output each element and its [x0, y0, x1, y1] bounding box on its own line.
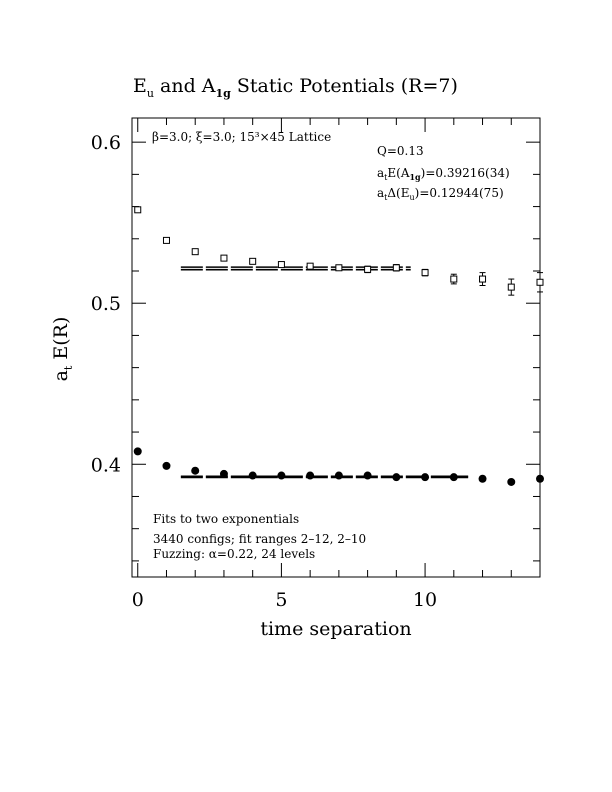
title-part-2-sub: 1g	[216, 87, 232, 100]
fits-annotation-line-2: 3440 configs; fit ranges 2–12, 2–10	[153, 532, 366, 546]
data-point-square	[392, 264, 400, 272]
data-point-square	[306, 262, 314, 270]
data-point-square	[249, 257, 257, 265]
x-tick-label: 10	[413, 589, 437, 611]
data-point-circle	[536, 474, 544, 483]
title-part-1-sub: u	[147, 87, 154, 100]
y-axis-label: at E(R)	[50, 317, 75, 382]
data-point-circle	[449, 473, 458, 482]
ea1g-value: )=0.39216(34)	[421, 166, 510, 180]
y-tick-label: 0.5	[91, 293, 121, 315]
data-point-circle	[334, 471, 343, 480]
data-point-square	[191, 248, 199, 256]
ea1g-sub2: 1g	[409, 172, 421, 182]
data-point-square	[134, 206, 142, 214]
lattice-annotation: β=3.0; ξ=3.0; 15³×45 Lattice	[152, 130, 331, 144]
data-points	[133, 206, 544, 486]
y-axis-label-sub: t	[62, 365, 75, 370]
deu-mid: Δ(E	[387, 186, 409, 200]
fits-annotation-line-3: Fuzzing: α=0.22, 24 levels	[153, 547, 315, 561]
data-point-square	[277, 261, 285, 269]
title-part-3: Static Potentials (R=7)	[231, 75, 458, 97]
data-point-circle	[507, 477, 516, 486]
x-tick-label: 5	[275, 589, 287, 611]
data-point-square	[450, 275, 458, 283]
deu-annotation: atΔ(Eu)=0.12944(75)	[377, 186, 504, 202]
chart-title: Eu and A1g Static Potentials (R=7)	[133, 75, 458, 100]
deu-value: )=0.12944(75)	[415, 186, 504, 200]
x-axis-label: time separation	[260, 618, 411, 640]
data-point-square	[421, 269, 429, 277]
ea1g-prefix: a	[377, 166, 384, 180]
data-point-square	[536, 278, 544, 286]
data-point-circle	[248, 471, 257, 480]
deu-prefix: a	[377, 186, 384, 200]
data-point-square	[479, 275, 487, 283]
data-point-circle	[306, 471, 315, 480]
deu-sub: t	[384, 193, 388, 202]
data-point-square	[162, 236, 170, 244]
y-tick-label: 0.4	[91, 454, 121, 476]
data-point-circle	[363, 471, 372, 480]
fit-lines	[180, 266, 469, 479]
y-tick-label: 0.6	[91, 132, 121, 154]
data-point-square	[364, 265, 372, 273]
data-point-circle	[162, 461, 171, 470]
data-point-circle	[133, 447, 142, 456]
ea1g-mid: E(A	[387, 166, 409, 180]
data-point-square	[335, 264, 343, 272]
deu-sub2: u	[409, 193, 414, 202]
data-point-circle	[421, 473, 430, 482]
data-point-square	[507, 283, 515, 291]
y-axis-label-base: a	[50, 370, 72, 381]
title-part-2: and A	[154, 75, 216, 97]
q-annotation: Q=0.13	[377, 144, 424, 158]
data-point-circle	[277, 471, 286, 480]
data-point-circle	[392, 473, 401, 482]
data-point-circle	[219, 469, 228, 478]
title-part-1: E	[133, 75, 147, 97]
y-axis-label-rest: E(R)	[50, 317, 72, 366]
plot-frame	[131, 117, 541, 578]
ea1g-sub: t	[384, 173, 388, 182]
x-tick-label: 0	[132, 589, 144, 611]
data-point-square	[220, 254, 228, 262]
data-point-circle	[191, 466, 200, 475]
ea1g-annotation: atE(A1g)=0.39216(34)	[377, 166, 510, 182]
data-point-circle	[478, 474, 487, 483]
axis-ticks	[132, 118, 541, 577]
fits-annotation-line-1: Fits to two exponentials	[153, 512, 299, 526]
axis-tick-labels: 0 5 10 0.4 0.5 0.6	[91, 132, 437, 611]
